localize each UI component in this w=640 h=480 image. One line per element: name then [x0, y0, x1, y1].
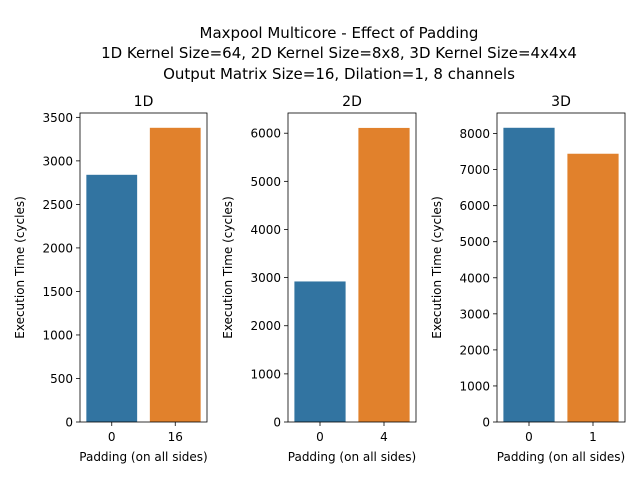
bar-1: [567, 153, 619, 423]
suptitle-line-1: Maxpool Multicore - Effect of Padding: [200, 24, 479, 42]
subplot-2d: 0 1000 2000 3000 4000 5000 6000 0 4 2D Padding (on…: [221, 94, 417, 464]
y-tick-label: 3000: [250, 271, 281, 285]
y-tick-label: 1000: [250, 367, 281, 381]
y-tick-label: 8000: [459, 127, 490, 141]
subplot-3d: 0 1000 2000 3000 4000 5000 6000 7000 8000 0 1 3D Pad…: [430, 94, 626, 464]
y-tick-label: 1000: [42, 328, 73, 342]
suptitle: Maxpool Multicore - Effect of Padding 1D…: [101, 24, 577, 83]
y-tick-label: 1000: [459, 379, 490, 393]
x-axis-label: Padding (on all sides): [497, 450, 625, 464]
bar-0: [503, 127, 555, 422]
y-tick-label: 6000: [250, 127, 281, 141]
y-tick-label: 3000: [459, 307, 490, 321]
x-tick-label: 16: [168, 430, 183, 444]
panel-title: 2D: [342, 94, 362, 110]
bar-0: [294, 281, 346, 422]
y-tick-label: 0: [273, 416, 281, 430]
y-axis-label: Execution Time (cycles): [221, 196, 235, 339]
y-tick-label: 1500: [42, 285, 73, 299]
suptitle-line-2: 1D Kernel Size=64, 2D Kernel Size=8x8, 3…: [101, 44, 577, 62]
y-tick-label: 5000: [459, 235, 490, 249]
plot-frame: [79, 112, 208, 423]
x-tick-label: 0: [316, 430, 324, 444]
y-axis-label: Execution Time (cycles): [13, 196, 27, 339]
x-tick-label: 4: [380, 430, 388, 444]
plot-frame: [287, 112, 417, 423]
bar-0: [86, 174, 138, 422]
x-axis-label: Padding (on all sides): [288, 450, 416, 464]
y-tick-label: 2000: [250, 319, 281, 333]
y-tick-label: 4000: [459, 271, 490, 285]
y-tick-label: 500: [50, 372, 73, 386]
y-tick-label: 3000: [42, 154, 73, 168]
y-tick-label: 3500: [42, 111, 73, 125]
y-tick-label: 2000: [459, 343, 490, 357]
y-tick-label: 0: [482, 416, 490, 430]
y-tick-label: 7000: [459, 163, 490, 177]
bar-16: [149, 127, 201, 423]
subplot-1d: 0 500 1000 1500 2000 2500 3000 3500 0 16 1D Padding…: [13, 94, 208, 464]
panel-title: 3D: [551, 94, 571, 110]
plot-frame: [496, 112, 626, 423]
suptitle-line-3: Output Matrix Size=16, Dilation=1, 8 cha…: [163, 65, 515, 83]
panel-title: 1D: [134, 94, 154, 110]
y-tick-label: 0: [65, 416, 73, 430]
y-tick-label: 4000: [250, 223, 281, 237]
y-tick-label: 2000: [42, 241, 73, 255]
y-axis-label: Execution Time (cycles): [430, 196, 444, 339]
x-tick-label: 0: [108, 430, 116, 444]
y-tick-label: 2500: [42, 198, 73, 212]
x-tick-label: 1: [589, 430, 597, 444]
x-tick-label: 0: [525, 430, 533, 444]
y-tick-label: 5000: [250, 175, 281, 189]
x-axis-label: Padding (on all sides): [79, 450, 207, 464]
bar-4: [358, 127, 410, 423]
y-tick-label: 6000: [459, 199, 490, 213]
